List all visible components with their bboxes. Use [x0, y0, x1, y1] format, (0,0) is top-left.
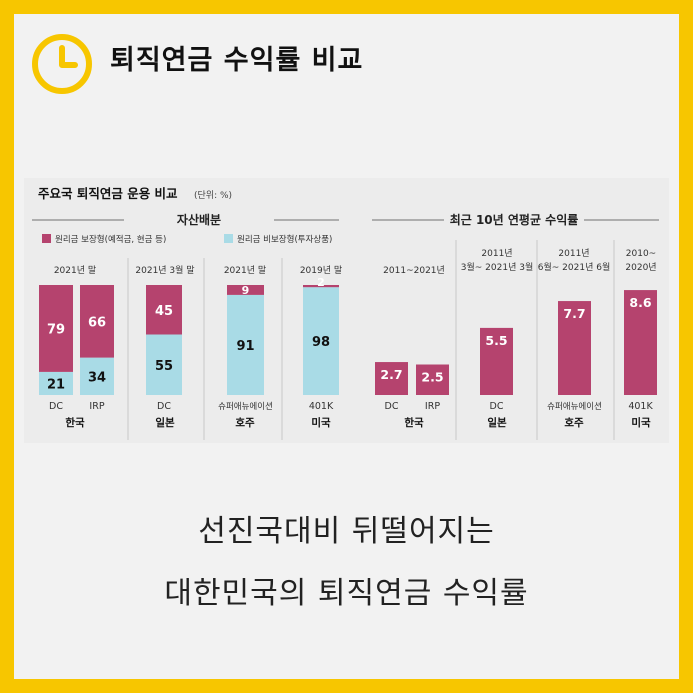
right-section-title: 최근 10년 연평균 수익률 — [450, 212, 579, 227]
data-label-guaranteed: 79 — [47, 322, 65, 337]
country-label: 호주 — [235, 416, 255, 429]
data-label-return: 7.7 — [563, 306, 585, 321]
data-label-return: 2.7 — [380, 367, 402, 382]
category-label: 401K — [628, 401, 653, 412]
group-period-label: 2021년 3월 말 — [135, 264, 194, 276]
group-period-label: 2011년 — [558, 248, 589, 259]
data-label-non-guaranteed: 91 — [236, 339, 254, 354]
data-label-non-guaranteed: 34 — [88, 370, 106, 385]
group-period-label: 2019년 말 — [300, 264, 342, 276]
group-period-label: 2021년 말 — [54, 264, 96, 276]
bar-non-guaranteed — [303, 287, 339, 395]
chart-panel: 주요국 퇴직연금 운용 비교 (단위: %) 자산배분 최근 10년 연평균 수… — [24, 178, 669, 443]
category-label: DC — [49, 401, 63, 412]
bar-guaranteed — [39, 285, 73, 372]
category-label: IRP — [89, 401, 104, 412]
country-label: 호주 — [564, 416, 584, 429]
data-label-return: 5.5 — [485, 333, 507, 348]
bar-return — [416, 364, 449, 395]
category-label: 슈퍼애뉴에이션 — [547, 401, 602, 412]
category-label: DC — [490, 401, 504, 412]
bar-non-guaranteed — [39, 371, 73, 395]
group-period-label: 3월~ 2021년 3월 — [461, 261, 533, 273]
country-label: 한국 — [65, 416, 85, 429]
bar-guaranteed — [146, 285, 182, 335]
country-label: 일본 — [155, 416, 175, 429]
data-label-return: 2.5 — [421, 370, 443, 385]
category-label: 슈퍼애뉴에이션 — [218, 401, 273, 412]
data-label-guaranteed: 66 — [88, 315, 106, 330]
data-label-non-guaranteed: 98 — [312, 335, 330, 350]
panel-unit: (단위: %) — [194, 190, 232, 201]
bar-guaranteed — [227, 285, 264, 295]
bar-return — [558, 301, 591, 395]
data-label-non-guaranteed: 21 — [47, 377, 65, 392]
bar-non-guaranteed — [227, 294, 264, 395]
bar-return — [624, 290, 657, 395]
data-label-guaranteed: 45 — [155, 304, 173, 319]
category-label: DC — [385, 401, 399, 412]
group-period-label: 2011년 — [481, 248, 512, 259]
legend-label-non-guaranteed: 원리금 비보장형(투자상품) — [237, 234, 332, 245]
category-label: 401K — [309, 401, 334, 412]
bar-guaranteed — [80, 285, 114, 358]
group-period-label: 2021년 말 — [224, 264, 266, 276]
category-label: IRP — [425, 401, 440, 412]
group-period-label: 2011~2021년 — [383, 265, 445, 276]
group-period-label: 6월~ 2021년 6월 — [538, 261, 610, 273]
legend-swatch-guaranteed — [42, 234, 51, 243]
chart-svg: 주요국 퇴직연금 운용 비교 (단위: %) 자산배분 최근 10년 연평균 수… — [32, 186, 659, 440]
bar-guaranteed — [303, 285, 339, 288]
data-label-non-guaranteed: 55 — [155, 359, 173, 374]
data-label-return: 8.6 — [629, 295, 651, 310]
caption-line-2: 대한민국의 퇴직연금 수익률 — [164, 576, 529, 611]
legend-swatch-non-guaranteed — [224, 234, 233, 243]
left-section-title: 자산배분 — [177, 212, 221, 227]
caption-line-1: 선진국대비 뒤떨어지는 — [198, 514, 495, 549]
panel-title: 주요국 퇴직연금 운용 비교 — [38, 186, 178, 201]
country-label: 미국 — [311, 416, 331, 429]
group-period-label: 2020년 — [625, 262, 656, 273]
country-label: 한국 — [404, 416, 424, 429]
bar-non-guaranteed — [146, 334, 182, 395]
card-title: 퇴직연금 수익률 비교 — [110, 45, 364, 76]
data-label-guaranteed: 2 — [317, 276, 325, 289]
bar-return — [480, 327, 513, 395]
data-label-guaranteed: 9 — [242, 284, 250, 297]
legend-label-guaranteed: 원리금 보장형(예적금, 현금 등) — [55, 234, 166, 245]
group-period-label: 2010~ — [626, 249, 656, 259]
bar-non-guaranteed — [80, 357, 114, 395]
country-label: 미국 — [631, 416, 651, 429]
category-label: DC — [157, 401, 171, 412]
bar-return — [375, 362, 408, 395]
clock-icon — [32, 34, 92, 94]
country-label: 일본 — [487, 416, 507, 429]
